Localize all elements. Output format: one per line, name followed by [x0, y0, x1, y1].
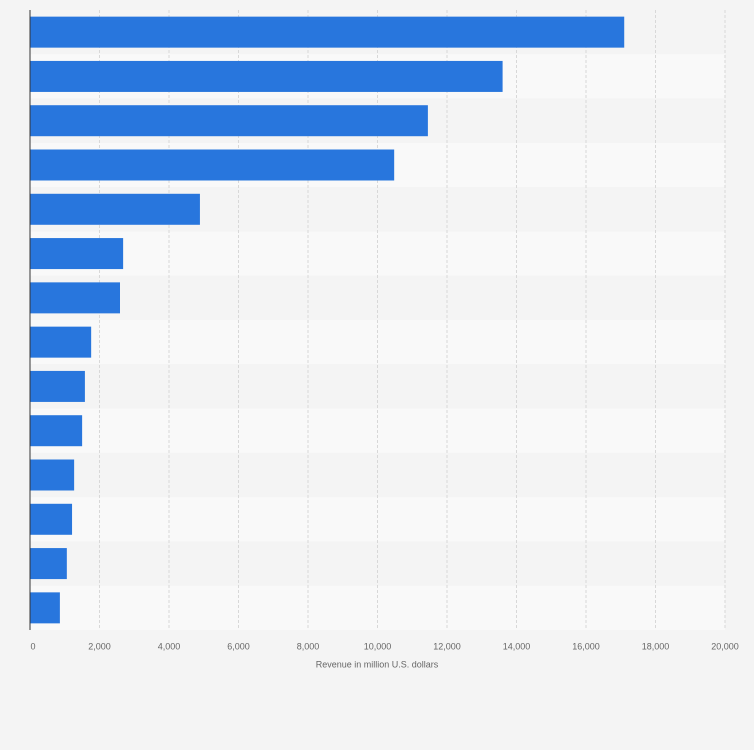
bar	[30, 60, 503, 92]
bar	[30, 415, 83, 447]
x-tick-label: 20,000	[711, 641, 739, 651]
x-tick-label: 10,000	[364, 641, 392, 651]
x-tick-label: 16,000	[572, 641, 600, 651]
bar	[30, 16, 625, 48]
x-tick-label: 6,000	[227, 641, 250, 651]
x-tick-label: 0	[30, 641, 35, 651]
row-band	[30, 497, 725, 542]
x-tick-label: 18,000	[642, 641, 670, 651]
bar	[30, 149, 395, 181]
x-axis-label: Revenue in million U.S. dollars	[316, 659, 439, 669]
bar	[30, 370, 85, 402]
x-tick-label: 12,000	[433, 641, 461, 651]
row-band	[30, 541, 725, 586]
row-band	[30, 231, 725, 276]
bar	[30, 105, 428, 137]
x-tick-label: 2,000	[88, 641, 111, 651]
bar	[30, 282, 121, 314]
bar	[30, 592, 60, 624]
x-tick-label: 4,000	[158, 641, 181, 651]
bar	[30, 238, 124, 270]
bar	[30, 193, 200, 225]
bar	[30, 459, 75, 491]
bar	[30, 503, 73, 535]
x-tick-label: 14,000	[503, 641, 531, 651]
bar	[30, 326, 92, 358]
x-tick-label: 8,000	[297, 641, 320, 651]
bar	[30, 548, 67, 580]
